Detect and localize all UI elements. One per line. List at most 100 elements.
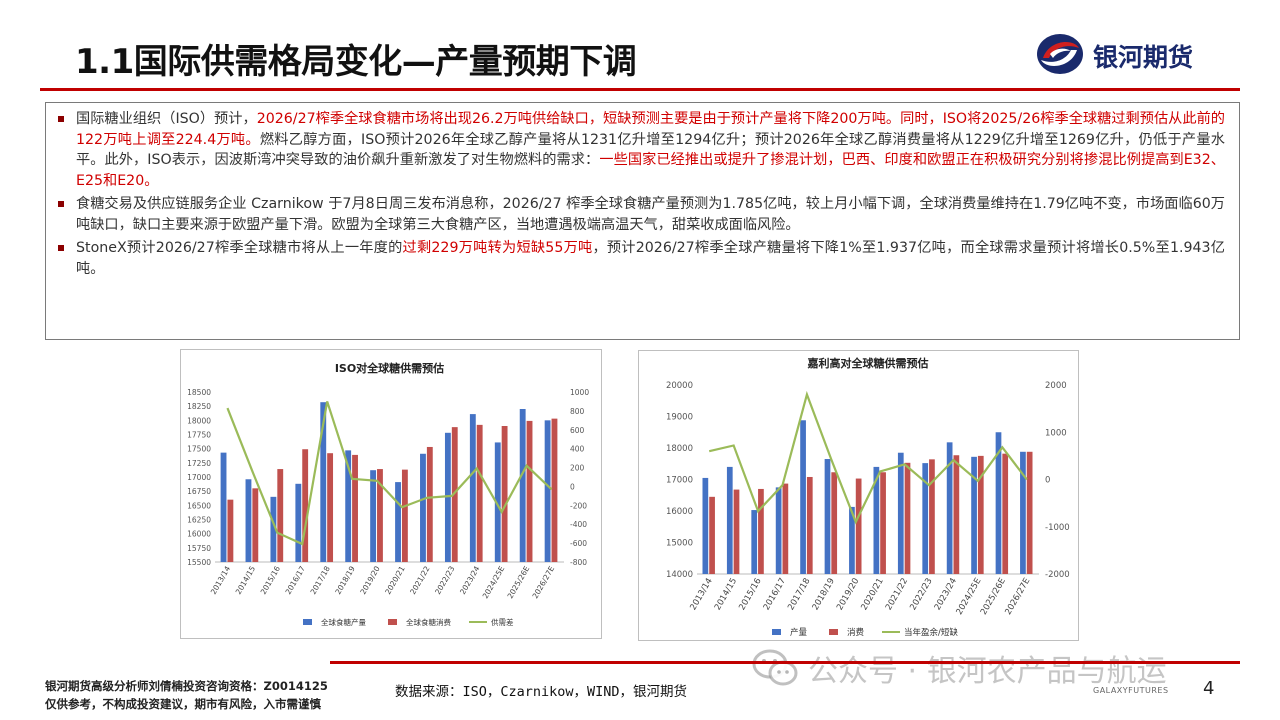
x-tick-label: 2017/18	[309, 564, 332, 596]
bar-consumption	[709, 496, 715, 574]
x-tick-label: 2025/26E	[506, 564, 532, 600]
bar-consumption	[831, 472, 838, 574]
legend-label: 消费	[847, 627, 865, 638]
y-right-tick-label: -800	[570, 558, 587, 567]
y-right-tick-label: 0	[570, 482, 575, 491]
y-left-tick-label: 17750	[187, 431, 211, 440]
y-right-tick-label: 0	[1045, 476, 1050, 486]
x-tick-label: 2022/23	[908, 577, 934, 613]
summary-textbox: 国际糖业组织（ISO）预计，2026/27榨季全球食糖市场将出现26.2万吨供给…	[45, 102, 1240, 340]
bullet-paragraph: 食糖交易及供应链服务企业 Czarnikow 于7月8日周三发布消息称，2026…	[56, 194, 1225, 235]
bullet-paragraph: StoneX预计2026/27榨季全球糖市将从上一年度的过剩229万吨转为短缺5…	[56, 238, 1225, 279]
y-right-tick-label: -2000	[1045, 570, 1070, 580]
bar-production	[220, 452, 227, 562]
y-left-tick-label: 17000	[666, 476, 693, 486]
y-left-tick-label: 17500	[187, 445, 211, 454]
y-right-tick-label: -600	[570, 539, 587, 548]
bar-production	[849, 506, 855, 574]
y-left-tick-label: 16000	[666, 507, 693, 517]
bar-consumption	[733, 489, 740, 574]
bar-production	[726, 466, 733, 574]
bar-consumption	[451, 427, 458, 562]
czarnikow-chart: 嘉利高对全球糖供需预估 14000 15000 16000 17000 18000 1900…	[638, 350, 1079, 641]
bar-consumption	[526, 420, 533, 562]
bar-consumption	[551, 418, 558, 562]
bar-production	[370, 470, 377, 562]
x-tick-label: 2018/19	[333, 564, 356, 596]
x-tick-label: 2016/17	[284, 564, 307, 596]
bar-consumption	[855, 478, 862, 574]
bar-consumption	[277, 469, 284, 562]
watermark-text: 公众号 · 银河农产品与航运	[808, 654, 1167, 689]
highlight-text: 过剩229万吨转为短缺55万吨	[402, 240, 593, 256]
x-tick-label: 2014/15	[713, 577, 739, 613]
chart-title: 嘉利高对全球糖供需预估	[807, 356, 929, 370]
bar-production	[995, 432, 1002, 574]
x-tick-label: 2015/16	[737, 577, 763, 613]
x-tick-label: 2018/19	[811, 577, 837, 613]
balance-line	[226, 401, 553, 546]
bar-consumption	[227, 499, 234, 562]
page-number: 4	[1203, 678, 1215, 699]
y-right-tick-label: 800	[570, 407, 585, 416]
bar-consumption	[252, 488, 259, 562]
y-right-tick-label: 200	[570, 464, 585, 473]
y-left-tick-label: 15500	[187, 558, 211, 567]
footer-divider	[330, 661, 1240, 664]
y-left-tick-label: 18000	[187, 416, 211, 425]
legend-swatch	[772, 629, 781, 635]
galaxy-wordmark: GALAXYFUTURES	[1093, 686, 1169, 695]
analyst-line: 银河期货高级分析师刘倩楠投资咨询资格：Z0014125	[45, 679, 328, 693]
bar-consumption	[302, 449, 309, 562]
legend-label: 全球食糖产量	[321, 617, 366, 627]
bar-consumption	[806, 476, 813, 574]
wechat-icon	[752, 649, 798, 686]
bar-consumption	[327, 453, 334, 562]
x-tick-label: 2016/17	[762, 577, 788, 613]
x-tick-label: 2017/18	[786, 577, 812, 613]
legend-label: 当年盈余/短缺	[904, 627, 958, 638]
y-left-tick-label: 15750	[187, 544, 211, 553]
y-right-tick-label: 1000	[570, 388, 589, 397]
x-tick-label: 2019/20	[358, 564, 381, 596]
bar-production	[702, 477, 709, 574]
y-left-tick-label: 17000	[187, 473, 211, 482]
bar-production	[395, 482, 401, 562]
y-left-tick-label: 18500	[187, 388, 211, 397]
y-right-tick-label: 600	[570, 426, 585, 435]
bar-production	[775, 487, 782, 574]
bar-production	[800, 420, 806, 574]
x-tick-label: 2013/14	[688, 577, 714, 613]
balance-line	[708, 390, 1028, 525]
title-divider	[40, 88, 1240, 91]
y-right-tick-label: -400	[570, 520, 587, 529]
highlight-text: 一些国家已经推出或提升了掺混计划，巴西、印度和欧盟正在积极研究分别将掺混比例提高…	[76, 152, 1225, 189]
bar-production	[519, 409, 526, 562]
y-left-tick-label: 16750	[187, 487, 211, 496]
bullet-square-icon	[58, 245, 64, 251]
wechat-watermark: 公众号 · 银河农产品与航运	[752, 640, 1167, 696]
bar-consumption	[352, 454, 358, 562]
y-right-tick-label: -1000	[1045, 523, 1070, 533]
bar-consumption	[501, 426, 508, 562]
y-right-tick-label: -200	[570, 501, 587, 510]
bar-consumption	[377, 469, 383, 562]
bar-consumption	[953, 455, 960, 574]
legend-swatch	[388, 619, 397, 625]
x-tick-label: 2020/21	[383, 564, 406, 596]
x-tick-label: 2023/24	[933, 577, 959, 613]
bar-production	[922, 463, 929, 574]
bar-consumption	[758, 488, 764, 574]
bar-consumption	[977, 455, 984, 574]
x-tick-label: 2014/15	[234, 564, 257, 596]
bar-production	[946, 442, 953, 574]
y-left-tick-label: 18250	[187, 402, 211, 411]
y-left-tick-label: 18000	[666, 444, 693, 454]
y-left-tick-label: 14000	[666, 570, 693, 580]
x-tick-label: 2021/22	[408, 564, 431, 596]
y-left-tick-label: 16250	[187, 516, 211, 525]
bullet-paragraph: 国际糖业组织（ISO）预计，2026/27榨季全球食糖市场将出现26.2万吨供给…	[56, 109, 1225, 191]
y-right-tick-label: 400	[570, 445, 585, 454]
x-tick-label: 2015/16	[259, 564, 282, 596]
chart-title: ISO对全球糖供需预估	[335, 361, 444, 375]
